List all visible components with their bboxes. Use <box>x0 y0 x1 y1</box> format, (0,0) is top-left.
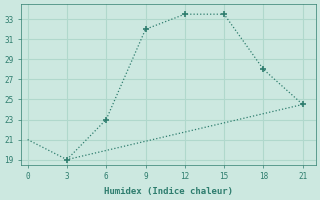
X-axis label: Humidex (Indice chaleur): Humidex (Indice chaleur) <box>104 187 233 196</box>
